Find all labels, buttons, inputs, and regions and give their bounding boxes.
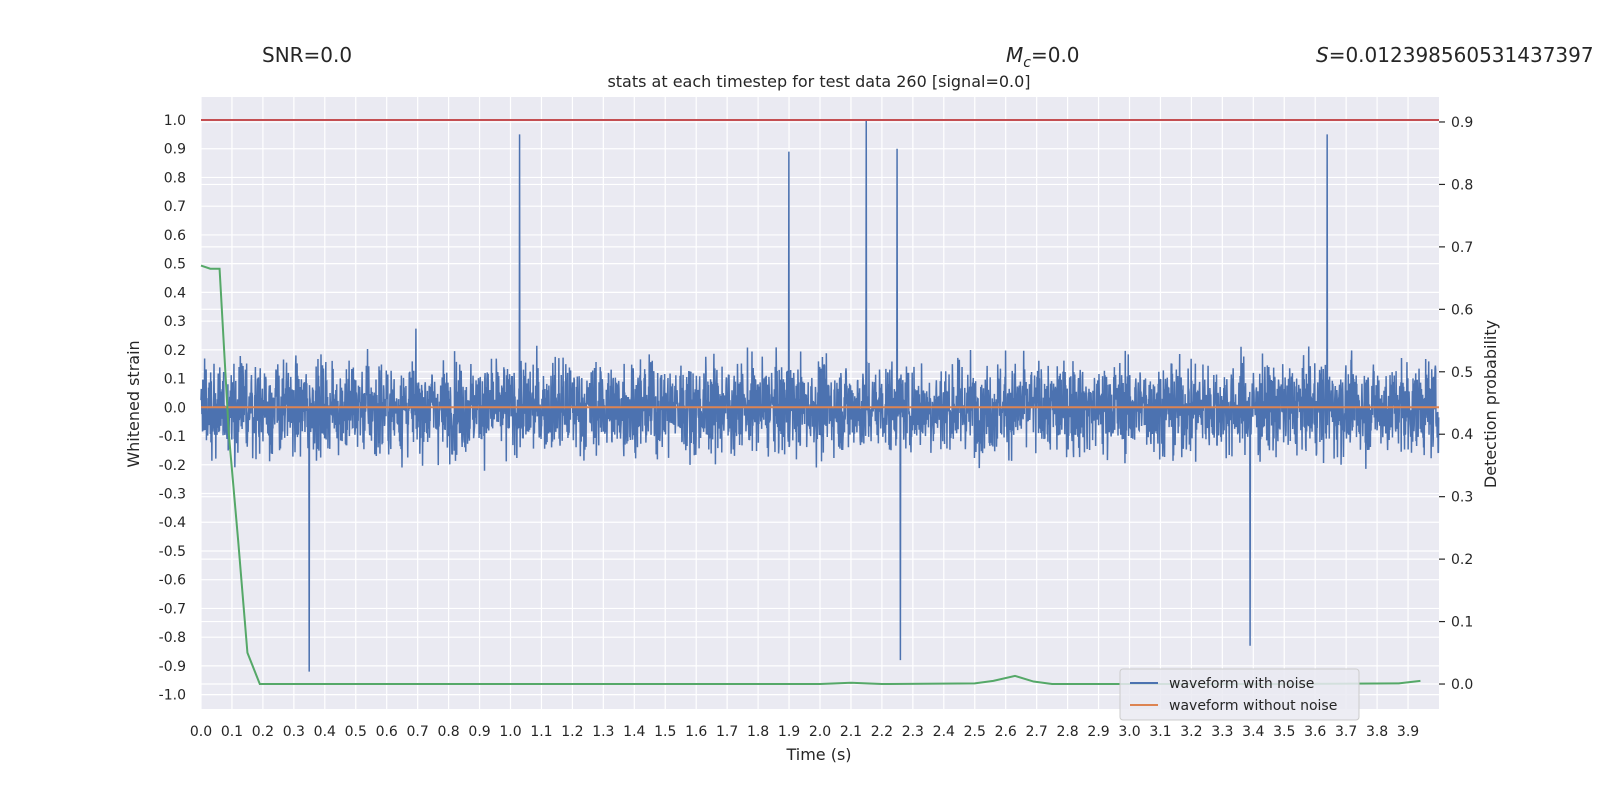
y-tick-label: 0.7 <box>164 199 186 215</box>
x-tick-label: 2.8 <box>1056 724 1078 740</box>
mc-subscript: c <box>1023 55 1031 71</box>
y2-tick-label: 0.2 <box>1451 552 1473 568</box>
plot-series <box>200 118 1440 686</box>
x-tick-label: 3.1 <box>1149 724 1171 740</box>
x-tick-label: 2.2 <box>871 724 893 740</box>
y2-tick-label: 0.5 <box>1451 365 1473 381</box>
x-tick-labels: 0.0 0.1 0.2 0.3 0.4 0.5 0.6 0.7 0.8 0.9 1.0 1.1 1.2 1… <box>190 724 1419 740</box>
y2-tick-label: 0.7 <box>1451 240 1473 256</box>
x-tick-label: 0.1 <box>221 724 243 740</box>
x-tick-label: 1.3 <box>592 724 614 740</box>
x-tick-label: 1.7 <box>716 724 738 740</box>
y-tick-label: 0.9 <box>164 142 186 158</box>
x-tick-label: 3.4 <box>1242 724 1264 740</box>
y2-tick-label: 0.4 <box>1451 427 1473 443</box>
legend-label-waveform-without-noise: waveform without noise <box>1169 698 1337 714</box>
s-value: =0.012398560531437397 <box>1329 43 1594 67</box>
x-tick-label: 0.6 <box>376 724 398 740</box>
y-tick-label: -0.2 <box>159 458 186 474</box>
x-tick-label: 0.7 <box>407 724 429 740</box>
x-tick-label: 1.4 <box>623 724 645 740</box>
x-tick-label: 0.4 <box>314 724 336 740</box>
x-tick-label: 2.3 <box>902 724 924 740</box>
legend-label-waveform-with-noise: waveform with noise <box>1169 676 1314 692</box>
x-axis-label: Time (s) <box>785 745 851 764</box>
x-tick-label: 2.5 <box>964 724 986 740</box>
y-tick-label: 0.8 <box>164 170 186 186</box>
y2-tick-label: 0.6 <box>1451 302 1473 318</box>
y-tick-label: -0.8 <box>159 630 186 646</box>
x-tick-label: 2.4 <box>933 724 955 740</box>
x-tick-label: 2.9 <box>1087 724 1109 740</box>
legend: waveform with noise waveform without noi… <box>1119 668 1360 721</box>
mc-value: =0.0 <box>1031 43 1080 67</box>
y-tick-label: 0.1 <box>164 372 186 388</box>
x-tick-label: 2.1 <box>840 724 862 740</box>
y-tick-labels: 1.0 0.9 0.8 0.7 0.6 0.5 0.4 0.3 0.2 0.1 0.0 -0.1 -0.… <box>159 113 186 704</box>
y-tick-label: 0.3 <box>164 314 186 330</box>
series-line-waveform-with-noise <box>200 119 1440 672</box>
x-tick-label: 0.0 <box>190 724 212 740</box>
series-line-detection-probability <box>200 264 1421 686</box>
y-tick-label: -0.9 <box>159 659 186 675</box>
y-tick-label: 1.0 <box>164 113 186 129</box>
mc-symbol: M <box>1006 43 1023 67</box>
x-tick-label: 0.5 <box>345 724 367 740</box>
x-tick-label: 3.5 <box>1273 724 1295 740</box>
snr-label: SNR=0.0 <box>262 43 352 67</box>
y-axis-label: Whitened strain <box>124 340 143 467</box>
y-tick-label: 0.2 <box>164 343 186 359</box>
x-tick-label: 0.2 <box>252 724 274 740</box>
x-tick-label: 3.2 <box>1180 724 1202 740</box>
y2-tick-labels: 0.9 0.8 0.7 0.6 0.5 0.4 0.3 0.2 0.1 0.0 <box>1439 115 1473 693</box>
y-tick-label: -1.0 <box>159 688 186 704</box>
s-statistic-label: S=0.012398560531437397 <box>1316 43 1594 67</box>
x-tick-label: 3.6 <box>1304 724 1326 740</box>
y-tick-label: -0.1 <box>159 429 186 445</box>
y-tick-label: 0.6 <box>164 228 186 244</box>
y2-tick-label: 0.8 <box>1451 177 1473 193</box>
x-tick-label: 1.5 <box>654 724 676 740</box>
y-tick-label: -0.7 <box>159 601 186 617</box>
y-tick-label: -0.5 <box>159 544 186 560</box>
y-tick-label: -0.4 <box>159 515 186 531</box>
x-tick-label: 1.2 <box>561 724 583 740</box>
y2-tick-label: 0.9 <box>1451 115 1473 131</box>
x-tick-label: 2.6 <box>995 724 1017 740</box>
x-tick-label: 3.9 <box>1397 724 1419 740</box>
y-tick-label: 0.5 <box>164 257 186 273</box>
y2-tick-label: 0.3 <box>1451 490 1473 506</box>
legend-box <box>1119 668 1360 721</box>
x-tick-label: 2.0 <box>809 724 831 740</box>
x-tick-label: 3.3 <box>1211 724 1233 740</box>
x-tick-label: 3.8 <box>1366 724 1388 740</box>
x-tick-label: 3.7 <box>1335 724 1357 740</box>
x-tick-label: 1.8 <box>747 724 769 740</box>
y2-tick-label: 0.1 <box>1451 615 1473 631</box>
x-tick-label: 3.0 <box>1118 724 1140 740</box>
x-tick-label: 0.8 <box>437 724 459 740</box>
x-tick-label: 1.6 <box>685 724 707 740</box>
y-tick-label: 0.4 <box>164 285 186 301</box>
x-tick-label: 0.3 <box>283 724 305 740</box>
y-tick-label: 0.0 <box>164 400 186 416</box>
x-tick-label: 1.1 <box>530 724 552 740</box>
x-tick-label: 2.7 <box>1026 724 1048 740</box>
x-tick-label: 1.9 <box>778 724 800 740</box>
chirp-mass-label: Mc=0.0 <box>1006 43 1080 71</box>
x-tick-label: 0.9 <box>468 724 490 740</box>
x-tick-label: 1.0 <box>499 724 521 740</box>
y-tick-label: -0.3 <box>159 487 186 503</box>
chart-title: stats at each timestep for test data 260… <box>607 72 1030 91</box>
y-tick-label: -0.6 <box>159 573 186 589</box>
y2-axis-label: Detection probability <box>1481 320 1500 488</box>
y2-tick-label: 0.0 <box>1451 677 1473 693</box>
s-symbol: S <box>1316 43 1329 67</box>
